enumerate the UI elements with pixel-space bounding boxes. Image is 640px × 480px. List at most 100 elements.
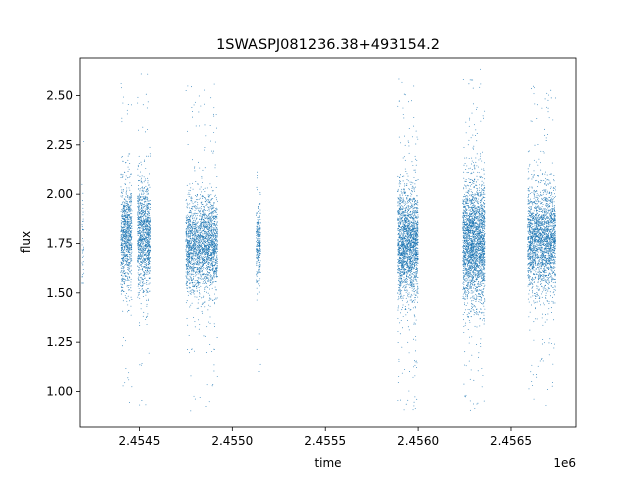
data-point (129, 402, 130, 403)
data-point (212, 216, 214, 218)
data-point (214, 244, 216, 245)
data-point (193, 239, 195, 241)
data-point (146, 323, 148, 325)
data-point (259, 253, 261, 255)
data-point (125, 162, 126, 164)
data-point (190, 274, 192, 276)
data-point (188, 229, 190, 230)
data-point (214, 281, 216, 283)
data-point (189, 287, 191, 289)
data-point (126, 234, 127, 236)
data-point (126, 177, 128, 179)
data-point (126, 219, 128, 220)
data-point (189, 231, 191, 233)
data-point (257, 264, 259, 266)
data-point (194, 244, 196, 246)
data-point (123, 224, 125, 226)
data-point (123, 266, 125, 268)
data-point (192, 228, 194, 230)
data-point (208, 299, 210, 301)
data-point (206, 252, 208, 254)
data-point (407, 180, 409, 182)
data-point (213, 240, 214, 242)
data-point (145, 240, 147, 242)
data-point (137, 240, 139, 242)
data-point (199, 188, 201, 190)
data-point (127, 207, 129, 209)
data-point (122, 217, 124, 219)
data-point (126, 264, 128, 266)
data-point (190, 265, 192, 267)
data-point (191, 271, 193, 273)
data-point (120, 270, 122, 272)
data-point (206, 258, 208, 260)
data-point (125, 223, 126, 225)
data-point (123, 252, 125, 254)
data-point (205, 254, 206, 255)
data-point (189, 247, 191, 249)
data-point (256, 231, 258, 233)
data-point (189, 235, 191, 237)
data-point (121, 274, 123, 276)
data-point (142, 202, 143, 204)
data-point (139, 245, 141, 247)
data-point (210, 231, 212, 232)
data-point (188, 274, 190, 276)
data-point (211, 223, 213, 225)
data-point (259, 249, 261, 251)
data-point (147, 233, 149, 235)
data-point (129, 226, 130, 228)
data-point (143, 190, 145, 192)
data-point (147, 221, 148, 223)
data-point (197, 277, 199, 279)
data-point (191, 281, 193, 283)
data-point (140, 280, 142, 282)
data-point (148, 256, 150, 258)
data-point (129, 270, 131, 272)
data-point (199, 241, 201, 243)
data-point (124, 254, 126, 256)
data-point (190, 196, 192, 198)
data-point (256, 287, 258, 289)
data-point (194, 222, 195, 224)
data-point (123, 221, 125, 223)
data-point (194, 296, 196, 298)
data-point (258, 257, 260, 258)
data-point (188, 221, 190, 222)
data-point (197, 264, 199, 266)
data-point (399, 217, 401, 219)
data-point (138, 269, 140, 271)
data-point (129, 240, 131, 242)
data-point (190, 237, 191, 239)
data-point (144, 215, 146, 217)
data-point (186, 267, 188, 269)
data-point (141, 268, 143, 270)
data-point (202, 249, 203, 251)
data-point (201, 271, 203, 273)
data-point (149, 209, 151, 210)
data-point (210, 240, 212, 241)
data-point (125, 297, 127, 299)
data-point (192, 237, 194, 239)
data-point (145, 257, 147, 259)
data-point (209, 259, 211, 261)
data-point (120, 229, 122, 231)
data-point (140, 242, 142, 244)
data-point (121, 192, 123, 194)
data-point (187, 294, 189, 296)
data-point (210, 199, 212, 201)
data-point (142, 188, 144, 190)
data-point (121, 230, 123, 232)
data-point (402, 298, 404, 300)
data-point (125, 196, 127, 198)
data-point (147, 257, 149, 259)
data-point (209, 125, 211, 126)
data-point (203, 247, 205, 249)
data-point (124, 264, 126, 266)
data-point (121, 121, 123, 123)
data-point (259, 241, 261, 243)
data-point (256, 241, 257, 243)
data-point (142, 219, 144, 221)
data-point (186, 236, 187, 238)
scatter-points (81, 68, 556, 412)
